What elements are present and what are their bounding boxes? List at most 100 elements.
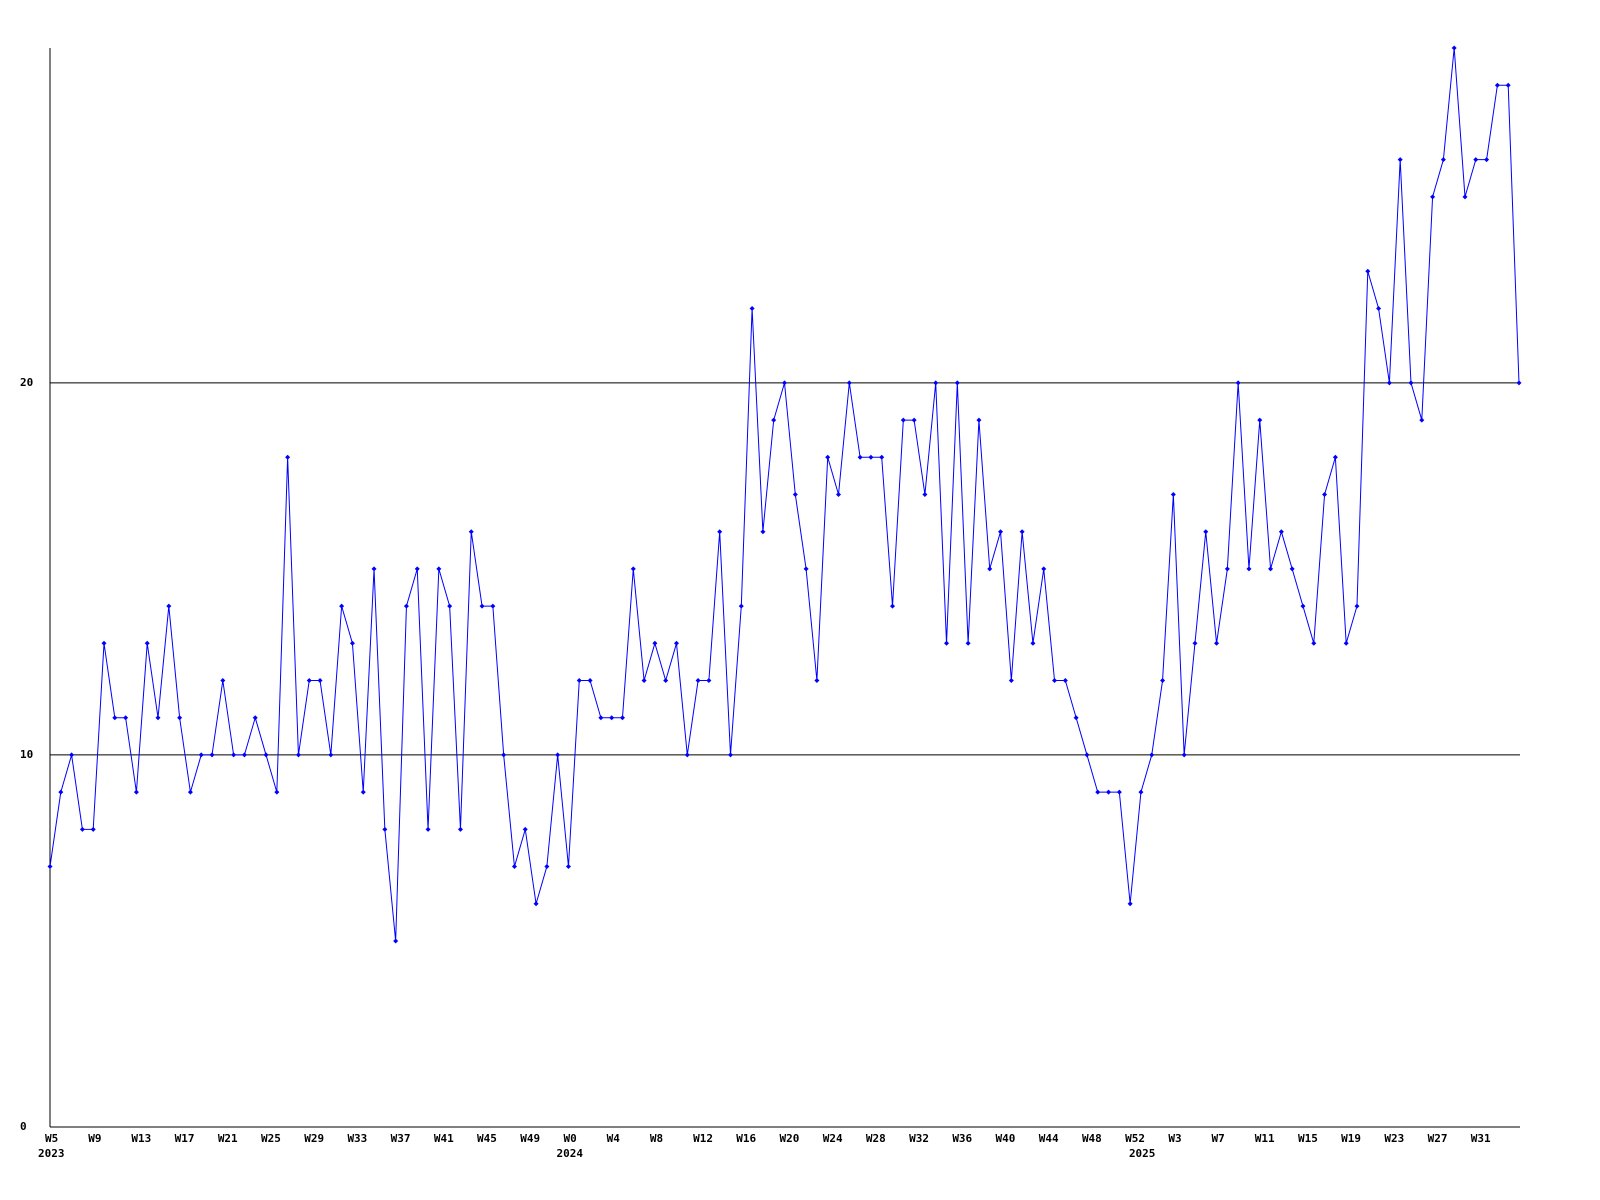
x-tick-label: W36 <box>952 1132 972 1145</box>
point <box>1386 380 1392 386</box>
point <box>511 864 517 870</box>
point <box>447 603 453 609</box>
point <box>954 380 960 386</box>
point <box>1224 566 1230 572</box>
point <box>836 491 842 497</box>
point <box>1430 194 1436 200</box>
point <box>187 789 193 795</box>
point <box>295 752 301 758</box>
point <box>1397 157 1403 163</box>
x-tick-label: W12 <box>693 1132 713 1145</box>
x-group-label: 2023 <box>38 1147 65 1160</box>
point <box>1354 603 1360 609</box>
point <box>1494 82 1500 88</box>
point <box>371 566 377 572</box>
x-tick-label: W17 <box>175 1132 195 1145</box>
point <box>738 603 744 609</box>
point <box>803 566 809 572</box>
point <box>727 752 733 758</box>
point <box>1203 529 1209 535</box>
point <box>630 566 636 572</box>
x-tick-label: W32 <box>909 1132 929 1145</box>
point <box>879 454 885 460</box>
point <box>209 752 215 758</box>
point <box>944 640 950 646</box>
x-tick-label: W45 <box>477 1132 497 1145</box>
point <box>760 529 766 535</box>
x-tick-label: W5 <box>45 1132 58 1145</box>
point <box>479 603 485 609</box>
point <box>1462 194 1468 200</box>
point <box>749 305 755 311</box>
x-group-label: 2025 <box>1129 1147 1156 1160</box>
point <box>609 715 615 721</box>
point <box>576 678 582 684</box>
point <box>911 417 917 423</box>
x-tick-label: W7 <box>1212 1132 1225 1145</box>
x-tick-label: W33 <box>347 1132 367 1145</box>
point <box>1116 789 1122 795</box>
point <box>1408 380 1414 386</box>
point <box>1106 789 1112 795</box>
x-tick-label: W28 <box>866 1132 886 1145</box>
y-tick-label: 0 <box>20 1120 27 1133</box>
point <box>619 715 625 721</box>
point <box>782 380 787 386</box>
x-tick-label: W11 <box>1255 1132 1275 1145</box>
point <box>339 603 345 609</box>
point <box>641 678 647 684</box>
point <box>771 417 777 423</box>
point <box>425 826 431 832</box>
point <box>987 566 993 572</box>
point <box>306 678 312 684</box>
point <box>155 715 161 721</box>
y-tick-label: 10 <box>20 748 33 761</box>
x-group-label: 2024 <box>556 1147 583 1160</box>
point <box>133 789 139 795</box>
point <box>1322 491 1328 497</box>
x-tick-label: W3 <box>1168 1132 1181 1145</box>
x-tick-label: W9 <box>88 1132 101 1145</box>
point <box>360 789 366 795</box>
point <box>382 826 388 832</box>
point <box>393 938 399 944</box>
point <box>177 715 183 721</box>
point <box>231 752 237 758</box>
point <box>1235 380 1241 386</box>
point <box>1170 491 1176 497</box>
point <box>695 678 701 684</box>
point <box>900 417 906 423</box>
x-tick-label: W29 <box>304 1132 324 1145</box>
point <box>846 380 852 386</box>
point <box>1030 640 1036 646</box>
x-tick-label: W0 <box>563 1132 576 1145</box>
point <box>1505 82 1511 88</box>
point <box>1192 640 1198 646</box>
point <box>317 678 323 684</box>
point <box>1181 752 1187 758</box>
point <box>1484 157 1490 163</box>
point <box>403 603 409 609</box>
x-tick-label: W24 <box>823 1132 843 1145</box>
x-tick-label: W19 <box>1341 1132 1361 1145</box>
x-tick-label: W41 <box>434 1132 454 1145</box>
x-tick-label: W16 <box>736 1132 756 1145</box>
point <box>166 603 172 609</box>
point <box>965 640 971 646</box>
point <box>252 715 258 721</box>
point <box>241 752 247 758</box>
point <box>1440 157 1446 163</box>
point <box>414 566 420 572</box>
point <box>436 566 442 572</box>
x-tick-label: W52 <box>1125 1132 1145 1145</box>
point <box>58 789 64 795</box>
point <box>706 678 712 684</box>
point <box>1073 715 1079 721</box>
point <box>1268 566 1274 572</box>
point <box>598 715 604 721</box>
point <box>468 529 474 535</box>
point <box>1343 640 1349 646</box>
point <box>1138 789 1144 795</box>
point <box>1473 157 1479 163</box>
